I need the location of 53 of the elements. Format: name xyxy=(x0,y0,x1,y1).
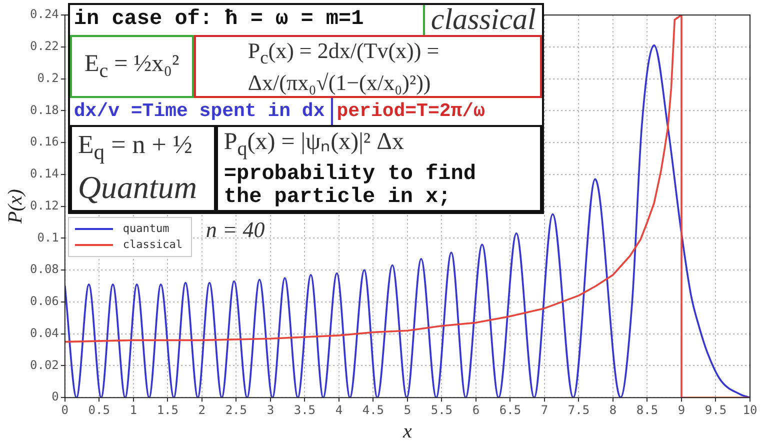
annotation: P$_{q}$(x) = |ψₙ(x)|² Δx xyxy=(224,128,406,162)
annotation: =probability to find the particle in x; xyxy=(224,163,477,210)
y-tick-label: 0.04 xyxy=(30,326,59,340)
x-tick-label: 1 xyxy=(130,402,138,417)
x-tick-label: 8.5 xyxy=(636,402,658,417)
y-tick-label: 0.24 xyxy=(30,7,59,22)
annotation: classical xyxy=(430,3,536,36)
x-tick-label: 10 xyxy=(742,402,758,417)
annotation: period=T=2π/ω xyxy=(336,100,485,122)
frame: P$_{c}$(x) = 2dx/(Tv(x)) = Δx/(πx₀√(1−(x/x₀)²)) xyxy=(194,35,542,98)
y-tick-label: 0.06 xyxy=(30,294,59,308)
x-tick-label: 0 xyxy=(61,402,69,417)
y-tick-label: 0.18 xyxy=(30,102,59,117)
x-tick-label: 3.5 xyxy=(294,402,316,417)
x-tick-label: 6.5 xyxy=(499,402,522,417)
x-tick-label: 9 xyxy=(678,402,686,417)
y-tick-label: 0.12 xyxy=(30,198,59,212)
y-tick-label: 0.2 xyxy=(37,70,59,85)
y-axis-title: P(x) xyxy=(4,188,26,225)
annotation: E$_{q}$ = n + ½ xyxy=(78,129,194,167)
frame: E$_{q}$ = n + ½ Quantum xyxy=(70,125,216,212)
x-tick-label: 5.5 xyxy=(430,402,453,417)
y-tick-label: 0.08 xyxy=(30,262,59,276)
x-tick-label: 7 xyxy=(540,402,548,417)
y-tick-label: 0.1 xyxy=(37,230,59,244)
x-tick-label: 2 xyxy=(198,402,206,417)
frame: P$_{q}$(x) = |ψₙ(x)|² Δx =probability to find the particle in x; xyxy=(216,125,542,212)
legend-label: classical xyxy=(122,237,182,253)
annotation: in case of: ħ = ω = m=1 xyxy=(72,7,365,33)
legend-label: quantum xyxy=(122,221,170,237)
frame: E$_{c}$ = ½x₀² xyxy=(70,35,194,98)
y-tick-label: 0.22 xyxy=(30,39,59,54)
y-tick-label: 0.16 xyxy=(30,134,59,149)
x-tick-label: 8 xyxy=(609,402,617,417)
annotation: P$_{c}$(x) = 2dx/(Tv(x)) = Δx/(πx₀√(1−(x/x₀)²)) xyxy=(248,38,440,96)
annotation: dx/v =Time spent in dx xyxy=(72,99,326,124)
x-tick-label: 2.5 xyxy=(225,402,248,417)
x-tick-label: 1.5 xyxy=(156,402,179,417)
annotation: Quantum xyxy=(78,168,198,205)
x-tick-label: 4.5 xyxy=(362,402,384,417)
y-tick-label: 0.02 xyxy=(30,358,59,372)
x-axis-title: x xyxy=(402,420,412,442)
annotation: E$_{c}$ = ½x₀² xyxy=(84,50,180,83)
x-tick-label: 6 xyxy=(472,402,480,417)
x-tick-label: 4 xyxy=(335,402,343,417)
x-tick-label: 7.5 xyxy=(568,402,590,417)
x-tick-label: 0.5 xyxy=(88,402,110,417)
annotation: n = 40 xyxy=(206,217,265,243)
x-tick-label: 3 xyxy=(266,402,274,417)
y-tick-label: 0 xyxy=(52,390,59,404)
y-tick-label: 0.14 xyxy=(30,166,59,181)
x-tick-label: 9.5 xyxy=(704,402,727,417)
x-tick-label: 5 xyxy=(404,402,412,417)
